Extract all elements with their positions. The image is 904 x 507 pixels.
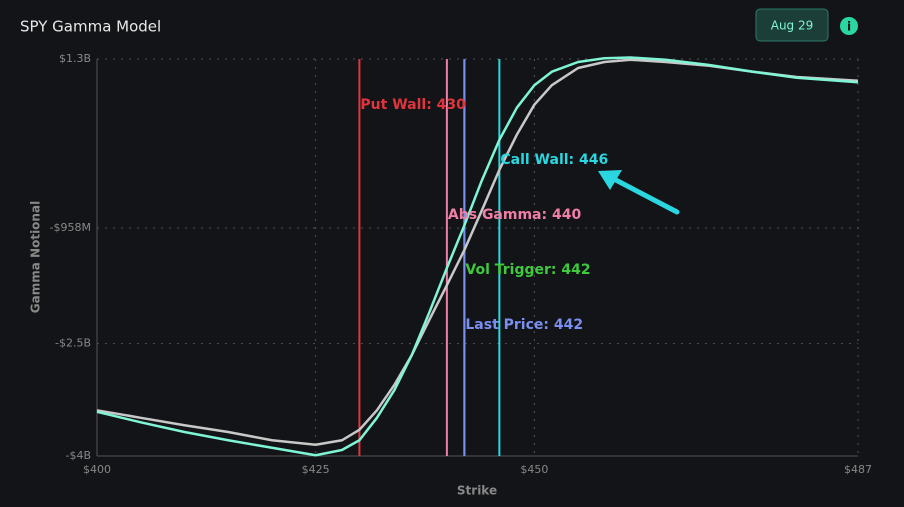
level-label: Call Wall: 446 <box>500 152 608 168</box>
chart-title: SPY Gamma Model <box>20 18 161 36</box>
y-tick-label: $1.3B <box>59 52 91 65</box>
x-axis-label: Strike <box>457 484 497 498</box>
x-tick-label: $487 <box>844 463 872 476</box>
x-tick-label: $450 <box>520 463 548 476</box>
gamma-line <box>96 58 859 447</box>
arrow <box>609 175 680 215</box>
level-label: Put Wall: 430 <box>360 97 466 113</box>
date-button[interactable] <box>755 8 829 42</box>
y-tick-label: -$4B <box>65 449 91 462</box>
x-tick-label: $400 <box>83 463 111 476</box>
y-tick-label: -$958M <box>50 221 91 234</box>
info-icon[interactable] <box>840 17 858 35</box>
x-tick-label: $425 <box>302 463 330 476</box>
level-label: Vol Trigger: 442 <box>465 262 590 278</box>
date-button-label[interactable]: Aug 29 <box>771 19 814 33</box>
level-label: Last Price: 442 <box>465 317 583 333</box>
info-icon-glyph: i <box>847 20 851 34</box>
y-tick-label: -$2.5B <box>55 337 91 350</box>
gamma-line <box>96 56 859 457</box>
level-label: Abs Gamma: 440 <box>448 207 582 223</box>
arrow-head <box>598 170 622 190</box>
y-axis-label: Gamma Notional <box>29 201 43 313</box>
